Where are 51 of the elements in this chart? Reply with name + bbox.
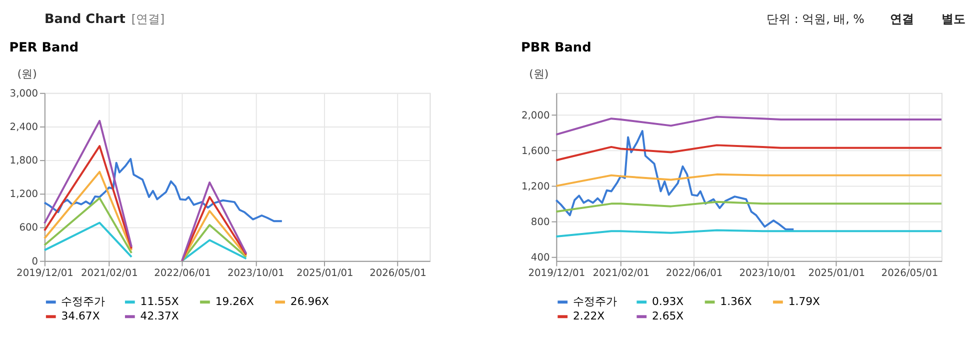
text: 연결 [890, 12, 914, 26]
y-tick-label: 1,200 [522, 181, 550, 192]
y-axis-title: (원) [529, 68, 549, 81]
line-series [43, 158, 283, 222]
x-tick-label: 2021/02/01 [592, 268, 650, 280]
legend-label: 19.26X [215, 295, 254, 308]
y-tick-label: 2,400 [10, 122, 38, 133]
x-tick-label: 2022/06/01 [154, 268, 211, 280]
y-tick-label: 1,800 [10, 156, 38, 167]
x-tick-label: 2019/12/01 [16, 268, 74, 280]
text: Band Chart [44, 12, 126, 27]
x-tick-label: 2025/01/01 [808, 268, 866, 280]
line-series [555, 144, 942, 162]
text: 별도 [941, 12, 966, 26]
line-series [555, 116, 942, 136]
y-tick-label: 3,000 [10, 88, 38, 100]
x-tick-label: 2023/10/01 [739, 268, 796, 280]
x-tick-label: 2026/05/01 [370, 268, 426, 280]
line-series [555, 200, 942, 213]
line-series [555, 229, 942, 238]
y-tick-label: 800 [530, 216, 550, 228]
x-tick-label: 2023/10/01 [227, 268, 284, 280]
y-tick-label: 0 [32, 256, 38, 268]
y-axis-title: (원) [17, 68, 37, 81]
x-tick-label: 2022/06/01 [666, 268, 723, 280]
legend-label: 42.37X [140, 310, 180, 323]
legend-label: 34.67X [61, 310, 100, 323]
x-tick-label: 2025/01/01 [296, 268, 354, 280]
legend-label: 0.93X [652, 295, 684, 308]
legend-label: 2.65X [652, 310, 684, 323]
x-tick-label: 2019/12/01 [528, 268, 586, 280]
y-tick-label: 2,000 [522, 110, 550, 122]
legend-label: 수정주가 [61, 295, 106, 308]
line-series [555, 173, 942, 187]
line-series [555, 130, 795, 230]
x-tick-label: 2026/05/01 [881, 268, 938, 280]
legend-label: 2.22X [572, 310, 606, 323]
y-tick-label: 400 [530, 252, 550, 264]
y-tick-label: 600 [19, 222, 38, 234]
x-tick-label: 2021/02/01 [81, 268, 138, 280]
y-tick-label: 1,200 [10, 189, 38, 200]
chart-title: PBR Band [520, 40, 592, 56]
chart-title: PER Band [9, 40, 79, 56]
legend-label: 1.79X [788, 295, 821, 308]
legend-label: 11.55X [140, 295, 180, 308]
text: 단위 : 억원, 배, % [766, 12, 864, 26]
y-tick-label: 1,600 [522, 146, 550, 157]
legend-label: 26.96X [290, 295, 330, 308]
legend-label: 수정주가 [572, 295, 617, 308]
legend-label: 1.36X [720, 295, 752, 308]
text: [연결] [131, 12, 165, 26]
